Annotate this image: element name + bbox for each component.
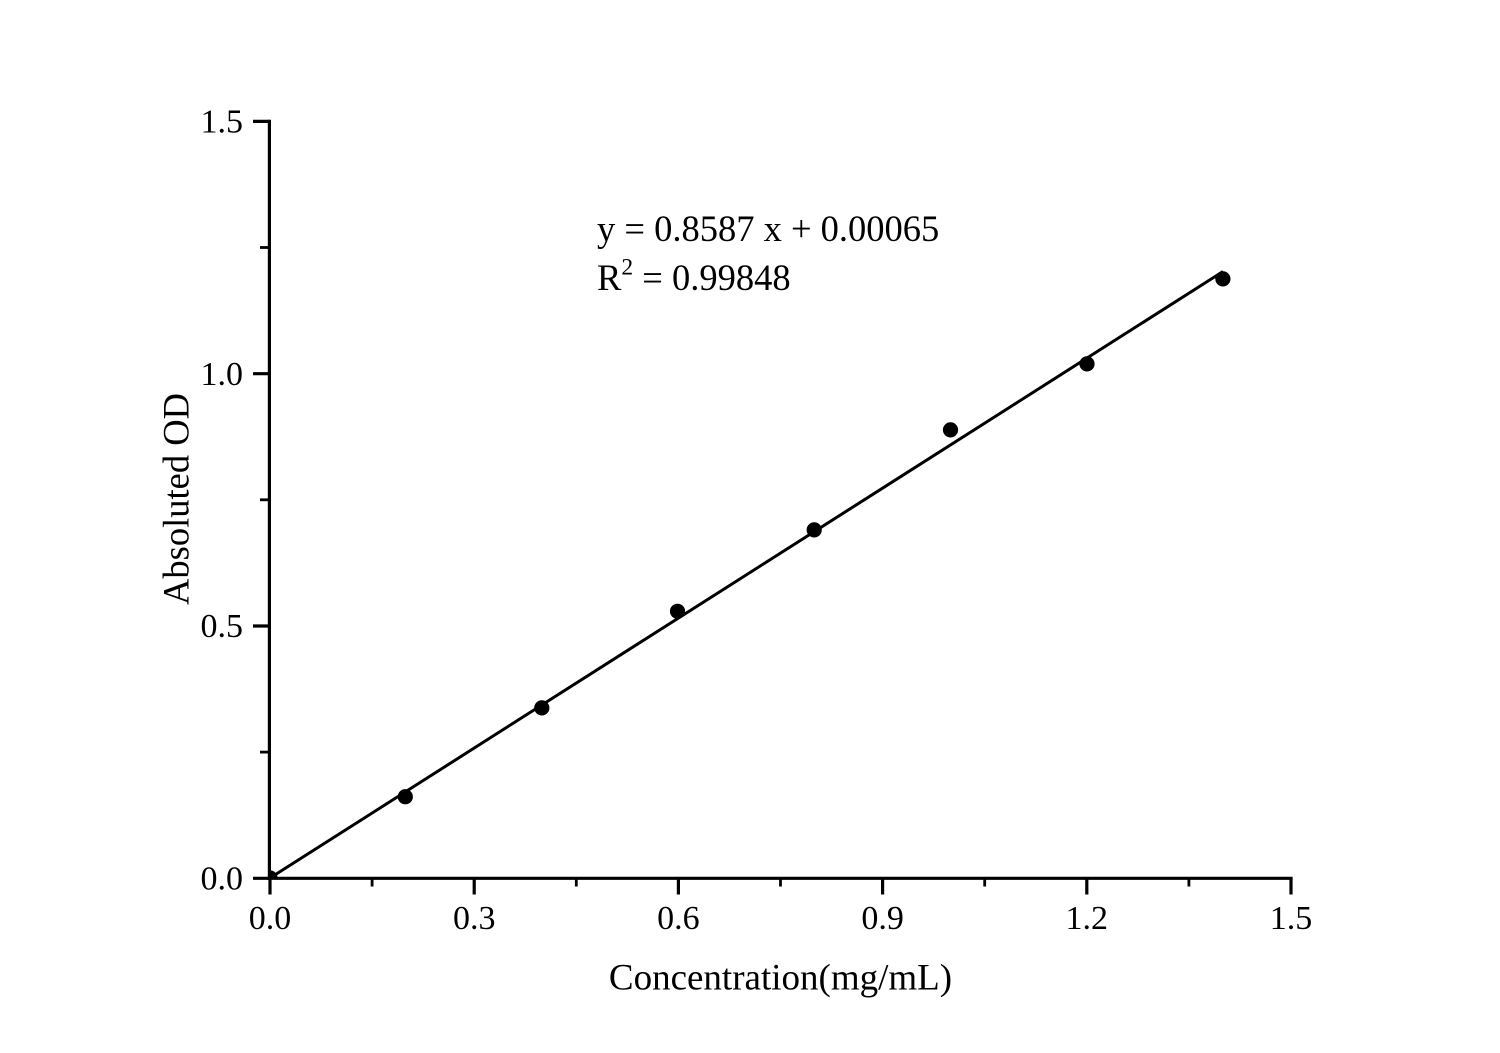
svg-text:1.5: 1.5 — [1270, 900, 1313, 937]
svg-text:1.5: 1.5 — [201, 104, 244, 141]
svg-text:0.9: 0.9 — [861, 900, 904, 937]
svg-text:0.0: 0.0 — [249, 900, 292, 937]
svg-text:0.5: 0.5 — [201, 608, 244, 645]
svg-text:Absoluted OD: Absoluted OD — [155, 393, 196, 605]
svg-text:Concentration(mg/mL): Concentration(mg/mL) — [609, 958, 952, 999]
svg-text:1.2: 1.2 — [1066, 900, 1109, 937]
svg-text:1.0: 1.0 — [201, 356, 244, 393]
svg-text:0.6: 0.6 — [657, 900, 700, 937]
svg-text:0.0: 0.0 — [201, 861, 244, 898]
svg-text:y = 0.8587 x + 0.00065: y = 0.8587 x + 0.00065 — [597, 208, 939, 249]
svg-text:0.3: 0.3 — [453, 900, 496, 937]
